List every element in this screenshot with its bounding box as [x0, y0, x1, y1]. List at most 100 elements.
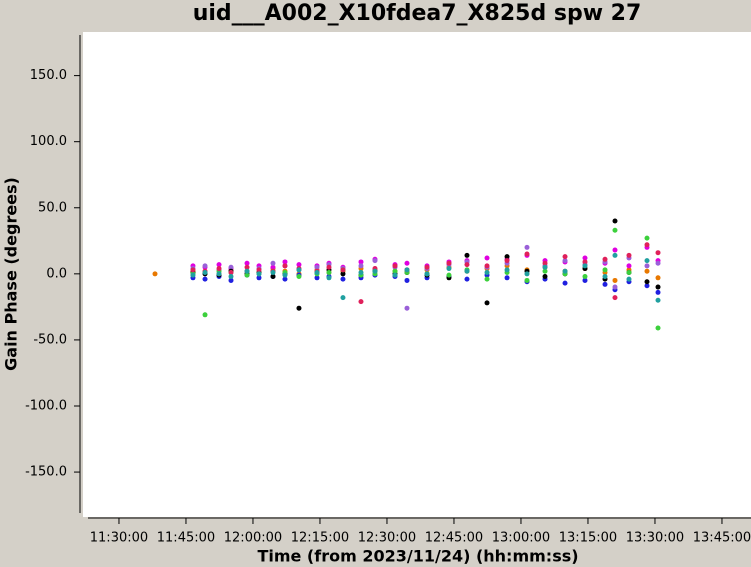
data-point: [582, 277, 588, 283]
data-point: [562, 258, 568, 264]
data-point: [228, 273, 234, 279]
data-point: [296, 305, 302, 311]
data-point: [524, 251, 530, 257]
data-point: [602, 273, 608, 279]
data-point: [392, 263, 398, 269]
data-point: [372, 258, 378, 264]
data-point: [296, 262, 302, 268]
data-point: [542, 264, 548, 270]
data-point: [504, 258, 510, 264]
data-point: [296, 267, 302, 273]
data-point: [484, 263, 490, 269]
data-point: [358, 299, 364, 305]
x-tick-label: 12:45:00: [425, 531, 483, 546]
x-tick-label: 13:45:00: [693, 531, 751, 546]
data-point: [282, 259, 288, 265]
data-point: [524, 244, 530, 250]
y-tick-label: 150.0: [30, 68, 67, 83]
data-point: [358, 270, 364, 276]
data-point: [404, 305, 410, 311]
data-point: [256, 267, 262, 273]
data-point: [484, 255, 490, 261]
data-point: [655, 275, 661, 281]
data-point: [340, 295, 346, 301]
data-point: [602, 267, 608, 273]
data-point: [542, 268, 548, 274]
data-point: [152, 271, 158, 277]
x-tick-label: 11:45:00: [157, 531, 215, 546]
data-point: [256, 271, 262, 277]
data-point: [216, 271, 222, 277]
data-point: [326, 270, 332, 276]
data-point: [270, 264, 276, 270]
data-point: [244, 272, 250, 278]
data-point: [228, 264, 234, 270]
data-point: [644, 242, 650, 248]
data-point: [358, 263, 364, 269]
y-tick-label: -50.0: [33, 332, 67, 347]
data-point: [484, 270, 490, 276]
data-point: [190, 267, 196, 273]
data-point: [228, 270, 234, 276]
data-point: [282, 272, 288, 278]
data-point: [270, 270, 276, 276]
data-point: [216, 266, 222, 272]
data-point: [270, 273, 276, 279]
data-point: [392, 268, 398, 274]
data-point: [358, 259, 364, 265]
data-point: [562, 254, 568, 260]
data-point: [216, 262, 222, 268]
data-point: [612, 295, 618, 301]
x-tick-label: 13:30:00: [626, 531, 684, 546]
x-tick-label: 13:00:00: [492, 531, 550, 546]
data-point: [626, 276, 632, 282]
data-point: [326, 275, 332, 281]
data-point: [282, 263, 288, 269]
data-point: [202, 312, 208, 318]
data-point: [582, 263, 588, 269]
y-tick-label: 0.0: [46, 266, 67, 281]
data-point: [446, 260, 452, 266]
data-point: [655, 289, 661, 295]
data-point: [644, 268, 650, 274]
data-point: [446, 266, 452, 272]
data-point: [655, 250, 661, 256]
data-point: [314, 264, 320, 270]
data-point: [326, 264, 332, 270]
data-point: [582, 273, 588, 279]
data-point: [655, 284, 661, 290]
x-tick-label: 11:30:00: [90, 531, 148, 546]
x-tick-label: 12:00:00: [224, 531, 282, 546]
data-point: [655, 325, 661, 331]
y-tick-label: -150.0: [25, 465, 67, 480]
data-point: [524, 277, 530, 283]
y-tick-label: -100.0: [25, 398, 67, 413]
data-point: [244, 260, 250, 266]
x-tick-label: 12:30:00: [358, 531, 416, 546]
data-point: [626, 263, 632, 269]
data-point: [612, 218, 618, 224]
data-point: [372, 268, 378, 274]
data-point: [582, 255, 588, 261]
data-point: [562, 268, 568, 274]
data-point: [655, 260, 661, 266]
data-point: [524, 271, 530, 277]
data-point: [404, 260, 410, 266]
data-point: [582, 259, 588, 265]
data-point: [340, 271, 346, 277]
data-point: [655, 297, 661, 303]
data-point: [464, 252, 470, 258]
data-point: [504, 275, 510, 281]
data-point: [644, 263, 650, 269]
y-tick-label: 100.0: [30, 134, 67, 149]
data-point: [464, 276, 470, 282]
data-point: [484, 276, 490, 282]
data-point: [504, 254, 510, 260]
data-point: [392, 272, 398, 278]
y-tick-label: 50.0: [38, 200, 67, 215]
data-point: [504, 267, 510, 273]
data-point: [314, 270, 320, 276]
data-point: [244, 268, 250, 274]
data-point: [464, 268, 470, 274]
